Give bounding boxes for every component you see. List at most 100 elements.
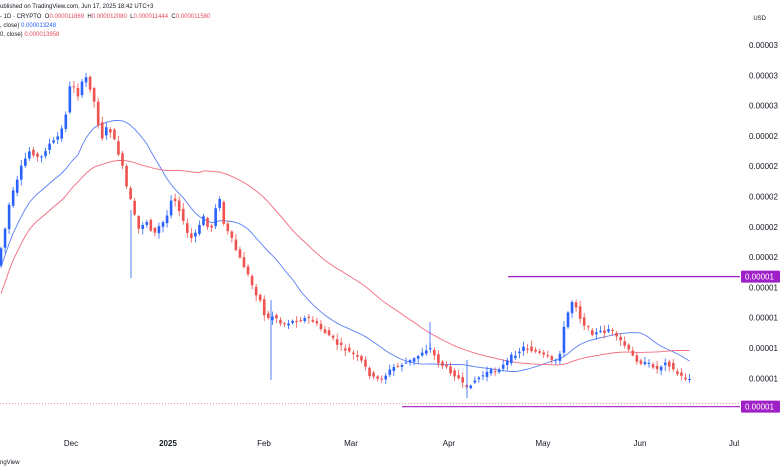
candle — [615, 330, 618, 341]
candle — [242, 251, 246, 269]
ma-fast-legend[interactable]: , close) 0.000013248 — [0, 22, 56, 30]
candle — [125, 163, 128, 189]
ohlc-open-value: 0.000011869 — [49, 14, 85, 20]
ma-slow-legend[interactable]: 0, close) 0.000013958 — [0, 31, 59, 39]
candle — [15, 175, 19, 197]
candle — [627, 343, 631, 352]
x-tick-label: Apr — [443, 439, 456, 448]
candle — [76, 83, 80, 101]
candle — [323, 325, 327, 335]
candle — [360, 354, 363, 364]
candle — [206, 216, 209, 230]
x-axis[interactable]: Dec 2025 Feb Mar Apr May Jun Jul — [64, 439, 739, 448]
candle — [0, 246, 3, 268]
candle — [623, 336, 626, 349]
ohlc-high: H0.000012080 — [87, 14, 127, 20]
candle — [210, 223, 213, 233]
candle — [24, 152, 27, 168]
candle — [453, 368, 456, 382]
published-note: ublished on TradingView.com, Jun 17, 202… — [0, 3, 154, 11]
candle — [331, 334, 335, 341]
candle — [396, 362, 400, 368]
symbol-line: - 1D · CRYPTO — [0, 14, 42, 20]
candle — [530, 340, 533, 353]
candle — [574, 299, 578, 312]
candle — [230, 230, 234, 243]
candle — [68, 81, 72, 114]
candle — [287, 319, 290, 329]
candle — [473, 376, 477, 385]
candle — [603, 325, 606, 339]
y-tick-label: 0.00003 — [749, 71, 778, 80]
candle — [441, 360, 444, 370]
moving-averages — [0, 119, 690, 372]
candle — [291, 319, 294, 325]
candle — [181, 202, 185, 225]
candle — [303, 315, 307, 324]
ma-fast-line — [0, 119, 690, 372]
candle — [222, 200, 226, 226]
candle — [676, 368, 679, 376]
candle — [72, 81, 76, 94]
candle — [198, 220, 201, 236]
candle — [591, 327, 594, 337]
candle — [497, 367, 501, 374]
candle — [518, 347, 521, 359]
candle — [343, 344, 347, 357]
candle — [254, 283, 258, 302]
candle — [546, 350, 550, 359]
candle — [412, 357, 416, 366]
candle — [388, 364, 392, 378]
candle — [534, 346, 537, 354]
candle — [327, 326, 331, 337]
candle — [457, 369, 460, 380]
candle — [64, 111, 68, 133]
candle — [493, 367, 497, 377]
candle — [92, 86, 96, 108]
candle — [307, 314, 311, 324]
candle — [514, 350, 517, 361]
y-tick-label: 0.00003 — [749, 41, 778, 50]
candles — [0, 72, 691, 398]
candle — [663, 358, 667, 371]
candle — [400, 363, 404, 372]
ohlc-low: L0.000011444 — [130, 14, 169, 20]
candle — [194, 229, 197, 243]
candle — [420, 347, 424, 357]
tradingview-brand: ngView — [0, 460, 20, 466]
candle — [510, 352, 513, 366]
y-tick-label: 0.00002 — [749, 132, 778, 141]
y-tick-label: 0.00002 — [749, 193, 778, 202]
candle — [680, 368, 683, 381]
levels-layer — [0, 276, 740, 408]
candle — [477, 376, 481, 383]
symbol-legend[interactable]: - 1D · CRYPTO O0.000011869 H0.000012080 … — [0, 13, 210, 21]
y-tick-label: 0.00001 — [749, 314, 778, 323]
candle — [595, 328, 598, 340]
candle — [566, 311, 570, 329]
candle — [384, 372, 388, 385]
y-tick-label: 0.00003 — [749, 102, 778, 111]
candle — [100, 116, 104, 141]
x-tick-label: May — [535, 439, 550, 448]
candle — [639, 358, 643, 366]
candle — [631, 346, 635, 357]
candle — [684, 373, 687, 382]
candle — [501, 359, 505, 372]
candle — [688, 374, 691, 383]
candle — [295, 316, 298, 328]
candle — [226, 220, 230, 235]
candle — [586, 324, 590, 331]
candle — [376, 374, 379, 382]
candle — [117, 135, 120, 157]
y-axis[interactable]: 0.00003 0.00003 0.00003 0.00002 0.00002 0.000… — [749, 41, 778, 383]
candle — [538, 349, 541, 355]
candle — [469, 384, 473, 390]
x-tick-label: Dec — [64, 439, 78, 448]
candle — [481, 370, 485, 381]
candle — [335, 333, 339, 351]
candle — [404, 357, 408, 365]
candle — [7, 202, 11, 234]
